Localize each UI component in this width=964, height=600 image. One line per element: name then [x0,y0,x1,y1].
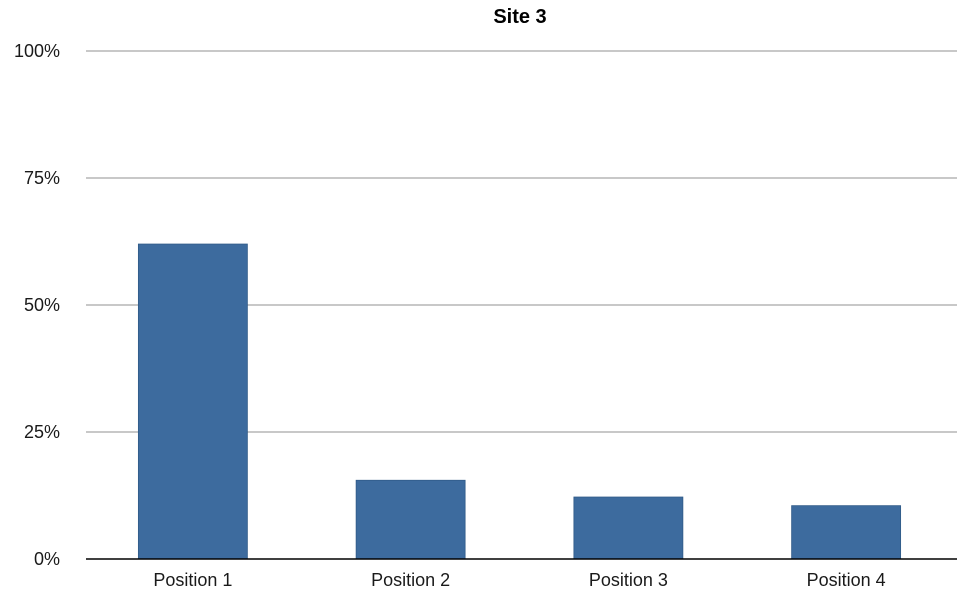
bar-2 [355,479,466,560]
y-tick-label-25: 25% [24,422,60,442]
chart-title: Site 3 [493,6,546,28]
bar-1 [137,243,248,560]
x-category-label-4: Position 4 [807,570,886,590]
y-tick-label-75: 75% [24,168,60,188]
y-tick-label-0: 0% [34,549,60,569]
x-axis-category-labels: Position 1 Position 2 Position 3 Position 4 [153,570,885,590]
bar-4 [791,505,902,560]
bar-3 [573,496,684,560]
y-axis-tick-labels: 0% 25% 50% 75% 100% [14,41,60,569]
x-category-label-1: Position 1 [153,570,232,590]
x-category-label-2: Position 2 [371,570,450,590]
bars [137,243,902,560]
x-category-label-3: Position 3 [589,570,668,590]
y-tick-label-100: 100% [14,41,60,61]
y-tick-label-50: 50% [24,295,60,315]
